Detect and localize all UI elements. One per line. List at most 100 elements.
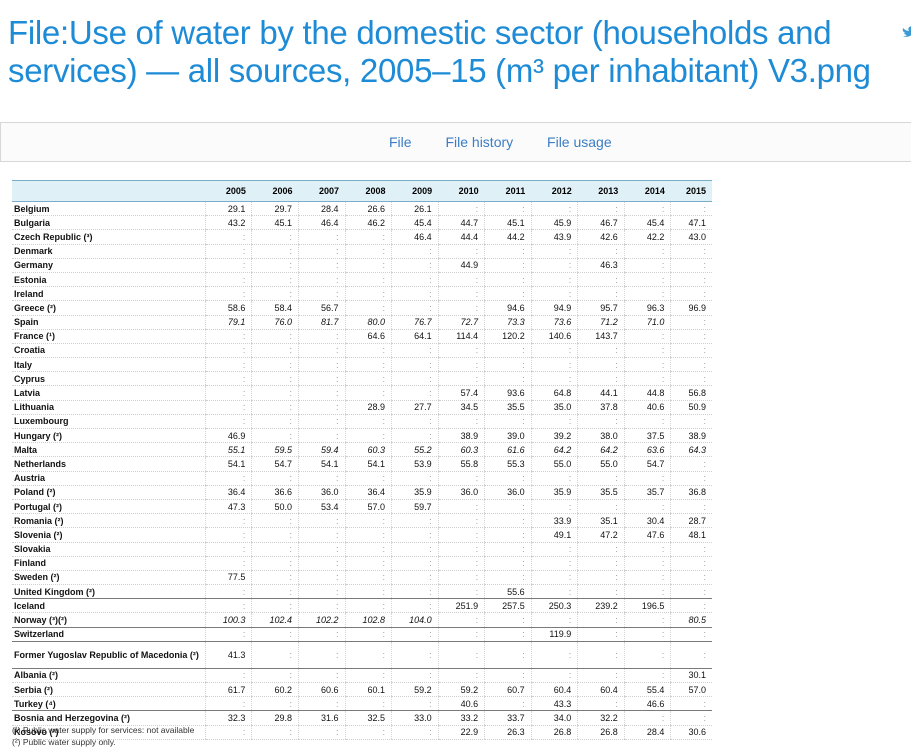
value-cell: :	[204, 667, 252, 684]
value-cell: :	[670, 315, 712, 330]
value-cell: :	[623, 329, 671, 344]
value-cell: :	[344, 229, 392, 245]
value-cell: :	[670, 626, 712, 642]
value-cell: 57.4	[437, 385, 485, 401]
country-cell: Estonia	[12, 272, 206, 288]
value-cell: :	[670, 556, 712, 571]
value-cell: :	[623, 471, 671, 486]
value-cell: :	[577, 556, 625, 571]
country-cell: Ireland	[12, 286, 206, 302]
value-cell: :	[344, 244, 392, 259]
value-cell: :	[251, 272, 299, 288]
twitter-icon[interactable]	[901, 24, 911, 38]
value-cell: 40.6	[623, 400, 671, 415]
value-cell: 30.1	[670, 667, 712, 684]
value-cell: 43.9	[530, 229, 578, 245]
value-cell: 102.8	[344, 612, 392, 628]
value-cell: :	[391, 371, 439, 387]
country-cell: Germany	[12, 258, 206, 273]
value-cell: :	[297, 527, 346, 543]
value-cell: 76.7	[391, 315, 439, 330]
value-cell: :	[530, 612, 578, 628]
value-cell: :	[344, 357, 392, 373]
country-cell: Greece (²)	[12, 300, 206, 316]
table-body: Belgium 29.1 29.7 28.4 26.6 26.1:::::: Bulgari…	[12, 201, 712, 740]
country-cell: Turkey (⁴)	[12, 696, 206, 712]
country-cell: Luxembourg	[12, 414, 206, 430]
value-cell: :	[204, 414, 252, 430]
value-cell: :	[670, 357, 712, 373]
column-header: 2008	[345, 180, 392, 202]
value-cell: 38.0	[577, 428, 625, 444]
country-cell: Lithuania	[12, 400, 206, 415]
table-row: Ireland:::::::::::	[12, 286, 712, 302]
value-cell: :	[530, 640, 578, 669]
value-cell: :	[391, 414, 439, 430]
value-cell: :	[437, 556, 485, 571]
value-cell: :	[484, 244, 532, 259]
value-cell: 257.5	[484, 598, 532, 614]
value-cell: 46.2	[344, 215, 392, 231]
country-cell: Hungary (²)	[12, 428, 206, 444]
tab-file-history[interactable]: File history	[445, 134, 514, 150]
value-cell: 44.1	[577, 385, 625, 401]
value-cell: :	[623, 272, 671, 288]
value-cell: :	[623, 244, 671, 259]
value-cell: :	[251, 725, 299, 740]
value-cell: :	[344, 385, 392, 401]
value-cell: :	[344, 542, 392, 557]
country-cell: Serbia (²)	[12, 682, 206, 698]
value-cell: 46.4	[391, 229, 439, 245]
value-cell: :	[297, 371, 346, 387]
value-cell: :	[344, 300, 392, 316]
value-cell: :	[670, 329, 712, 344]
table-row: Croatia:::::::::::	[12, 343, 712, 359]
table-row: Portugal (²) 47.3 50.0 53.4 57.0 59.7::::::	[12, 499, 712, 515]
table-row: Lithuania:::28.9 27.7 34.5 35.5 35.0 37.8 40.6…	[12, 400, 712, 415]
value-cell: :	[670, 343, 712, 359]
table-row: Switzerland:::::::119.9:::	[12, 626, 712, 642]
tab-file-usage[interactable]: File usage	[547, 134, 612, 150]
value-cell: :	[670, 696, 712, 712]
value-cell: 55.0	[577, 456, 625, 472]
value-cell: :	[577, 667, 625, 684]
table-row: United Kingdom (²)::::::55.6::::	[12, 584, 712, 600]
country-cell: Sweden (²)	[12, 570, 206, 586]
value-cell: :	[204, 371, 252, 387]
value-cell: 60.1	[344, 682, 392, 698]
value-cell: 120.2	[484, 329, 532, 344]
value-cell: :	[670, 499, 712, 515]
value-cell: :	[484, 258, 532, 273]
value-cell: 77.5	[204, 570, 252, 586]
value-cell: :	[670, 272, 712, 288]
value-cell: :	[391, 428, 439, 444]
value-cell: :	[577, 612, 625, 628]
value-cell: :	[577, 343, 625, 359]
value-cell: :	[437, 343, 485, 359]
value-cell: 58.4	[251, 300, 299, 316]
value-cell: 46.9	[204, 428, 252, 444]
value-cell: 59.2	[437, 682, 485, 698]
value-cell: :	[530, 556, 578, 571]
value-cell: :	[204, 696, 252, 712]
value-cell: 47.6	[623, 527, 671, 543]
value-cell: :	[577, 570, 625, 586]
value-cell: :	[484, 201, 532, 217]
value-cell: :	[251, 428, 299, 444]
value-cell: 44.7	[437, 215, 485, 231]
value-cell: :	[391, 471, 439, 486]
value-cell: :	[251, 400, 299, 415]
value-cell: 36.0	[437, 485, 485, 500]
value-cell: :	[344, 428, 392, 444]
value-cell: :	[251, 667, 299, 684]
value-cell: 40.6	[437, 696, 485, 712]
value-cell: :	[530, 258, 578, 273]
value-cell: 50.0	[251, 499, 299, 515]
tab-file[interactable]: File	[389, 134, 412, 150]
value-cell: 32.2	[577, 710, 625, 726]
value-cell: :	[391, 513, 439, 529]
value-cell: 80.0	[344, 315, 392, 330]
value-cell: 54.1	[204, 456, 252, 472]
value-cell: 46.6	[623, 696, 671, 712]
table-row: Serbia (²) 61.7 60.2 60.6 60.1 59.2 59.2 60.7 60…	[12, 682, 712, 698]
